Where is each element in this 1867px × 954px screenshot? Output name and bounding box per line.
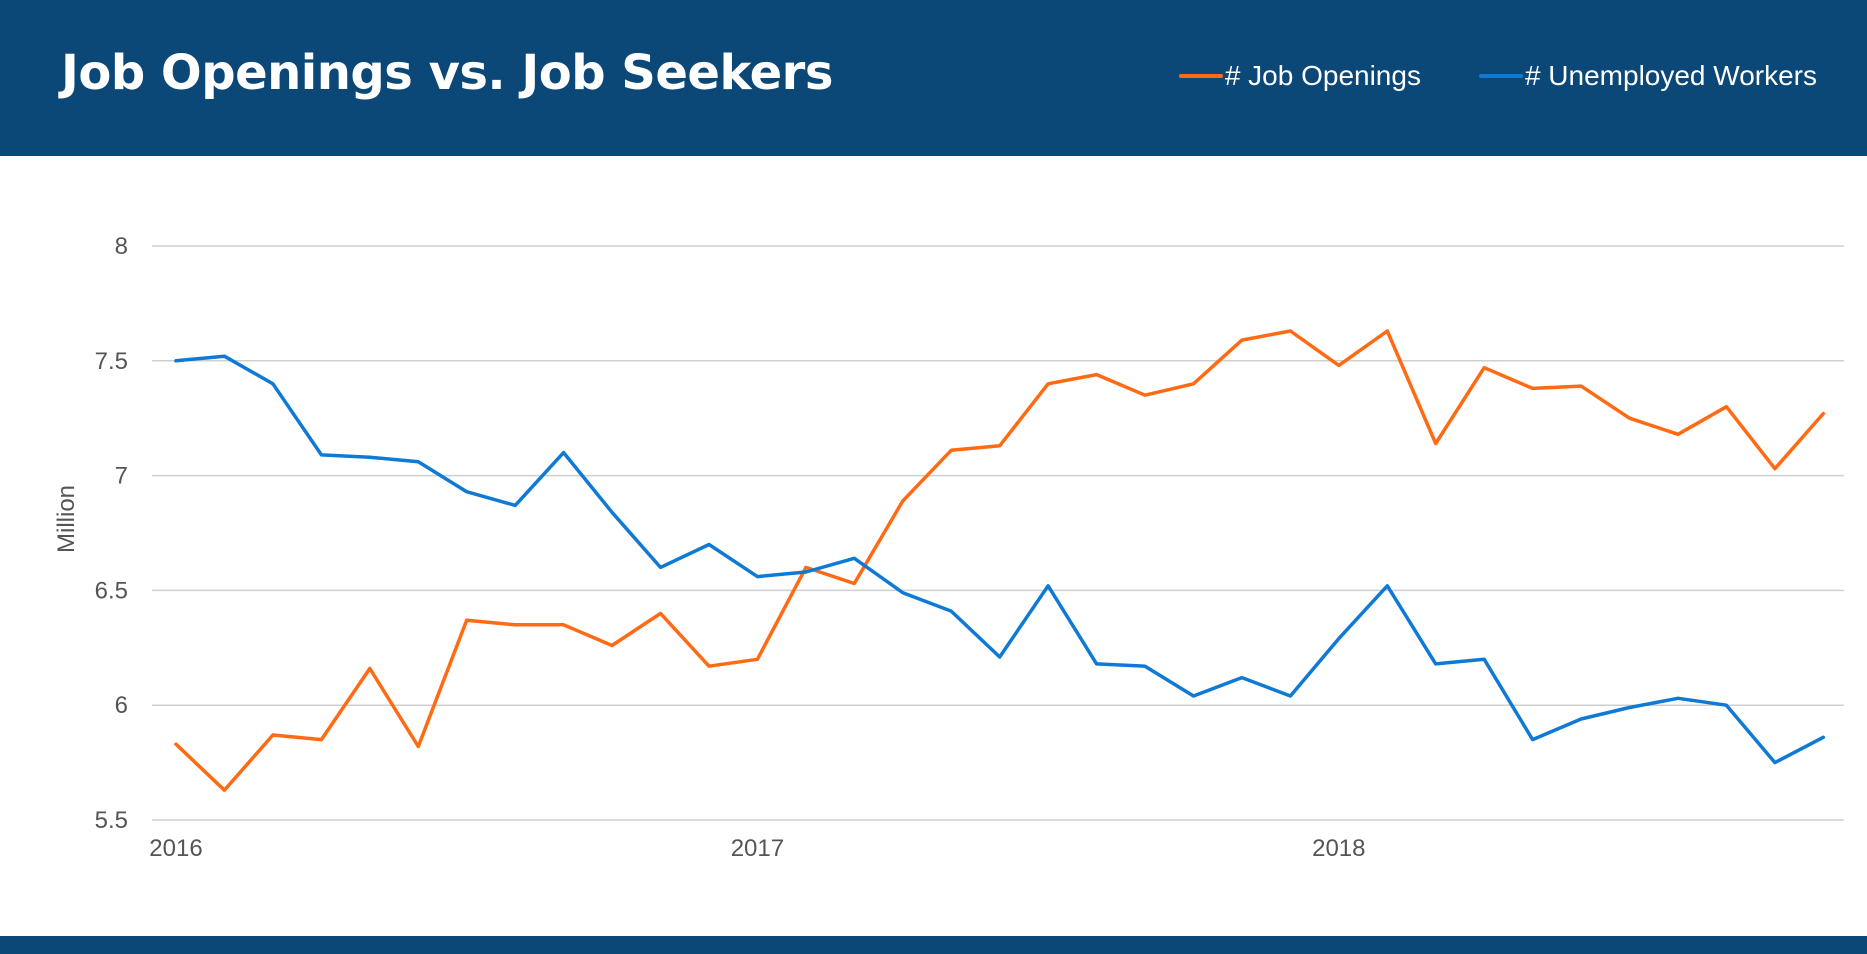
series-line-job-openings: [174, 329, 1826, 792]
y-tick-label-7-5: 7.5: [95, 348, 128, 375]
header-bar: Job Openings vs. Job Seekers # Job Openi…: [0, 0, 1867, 156]
gridlines: [152, 245, 1844, 821]
y-tick-label-6: 6: [115, 692, 128, 719]
legend-label-unemployed-workers: # Unemployed Workers: [1524, 60, 1817, 91]
x-tick-label-2017: 2017: [731, 835, 784, 862]
legend-item-unemployed-workers: # Unemployed Workers: [1478, 60, 1817, 92]
footer-bar: [0, 936, 1867, 954]
series-lines: [174, 329, 1826, 792]
legend-swatch-job-openings: [1178, 74, 1223, 78]
y-tick-label-7: 7: [115, 463, 128, 490]
legend: # Job Openings # Unemployed Workers: [1121, 60, 1817, 92]
y-tick-label-6-5: 6.5: [95, 577, 128, 604]
x-tick-label-2018: 2018: [1312, 835, 1365, 862]
y-tick-label-5-5: 5.5: [95, 807, 128, 834]
y-axis-ticks: 5.5 6 6.5 7 7.5 8: [95, 233, 128, 834]
legend-item-job-openings: # Job Openings: [1178, 60, 1421, 92]
y-tick-label-8: 8: [115, 233, 128, 260]
y-axis-label: Million: [53, 485, 80, 553]
legend-label-job-openings: # Job Openings: [1224, 60, 1421, 91]
x-axis-ticks: 2016201720182019: [149, 835, 1365, 862]
series-line-unemployed-workers: [174, 354, 1826, 765]
line-chart: 5.566.577.58 2016201720182019 Million: [53, 233, 1844, 862]
legend-swatch-unemployed-workers: [1478, 74, 1523, 78]
x-tick-label-2016: 2016: [149, 835, 202, 862]
chart-title: Job Openings vs. Job Seekers: [61, 45, 833, 101]
